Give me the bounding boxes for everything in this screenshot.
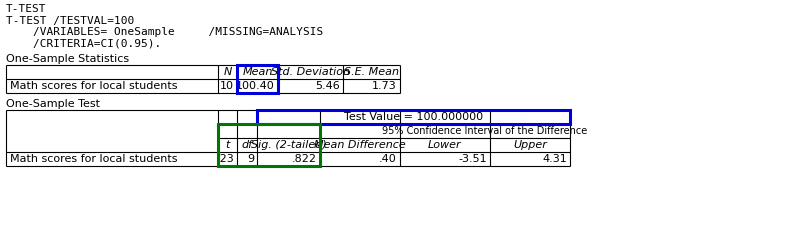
Bar — [257, 110, 570, 124]
Text: 95% Confidence Interval of the Difference: 95% Confidence Interval of the Differenc… — [382, 126, 588, 136]
Text: Test Value = 100.000000: Test Value = 100.000000 — [344, 112, 483, 122]
Text: Mean Difference: Mean Difference — [314, 140, 406, 150]
Text: One-Sample Test: One-Sample Test — [6, 99, 100, 109]
Text: df: df — [242, 140, 252, 150]
Text: Lower: Lower — [428, 140, 461, 150]
Bar — [237, 65, 278, 93]
Text: 4.31: 4.31 — [543, 154, 567, 164]
Text: Sig. (2-tailed): Sig. (2-tailed) — [251, 140, 326, 150]
Text: 5.46: 5.46 — [315, 81, 340, 91]
Text: -3.51: -3.51 — [458, 154, 487, 164]
Text: Std. Deviation: Std. Deviation — [271, 67, 350, 77]
Text: .40: .40 — [380, 154, 397, 164]
Text: 9: 9 — [247, 154, 254, 164]
Text: Math scores for local students: Math scores for local students — [10, 81, 178, 91]
Text: 100.40: 100.40 — [236, 81, 275, 91]
Text: One-Sample Statistics: One-Sample Statistics — [6, 54, 129, 64]
Text: /VARIABLES= OneSample     /MISSING=ANALYSIS: /VARIABLES= OneSample /MISSING=ANALYSIS — [6, 27, 324, 37]
Text: T-TEST: T-TEST — [6, 4, 46, 14]
Text: .822: .822 — [292, 154, 317, 164]
Text: t: t — [225, 140, 230, 150]
Text: Math scores for local students: Math scores for local students — [10, 154, 178, 164]
Text: T-TEST /TESTVAL=100: T-TEST /TESTVAL=100 — [6, 16, 135, 26]
Text: S.E. Mean: S.E. Mean — [344, 67, 399, 77]
Text: .23: .23 — [217, 154, 234, 164]
Text: Upper: Upper — [513, 140, 547, 150]
Bar — [218, 124, 320, 166]
Text: N: N — [223, 67, 232, 77]
Text: /CRITERIA=CI(0.95).: /CRITERIA=CI(0.95). — [6, 38, 161, 48]
Text: Mean: Mean — [242, 67, 272, 77]
Text: 10: 10 — [220, 81, 234, 91]
Text: 1.73: 1.73 — [372, 81, 397, 91]
